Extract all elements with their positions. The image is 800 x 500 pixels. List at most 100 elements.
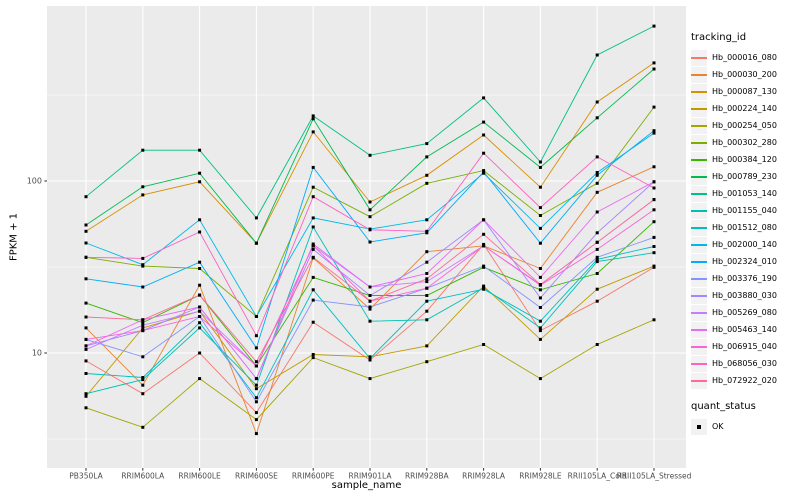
x-tick-label: RRIM600PE: [292, 472, 335, 481]
x-tick-label: RRIM901LA: [349, 472, 393, 481]
data-point: [198, 230, 202, 234]
data-point: [425, 250, 429, 254]
legend-key-line: [691, 168, 707, 185]
data-point: [652, 235, 656, 239]
data-point: [595, 272, 599, 275]
data-point: [595, 173, 599, 177]
legend-title-quant-status: quant_status: [691, 401, 756, 412]
y-axis-title: FPKM + 1: [8, 212, 20, 262]
data-point: [482, 170, 486, 174]
data-point: [198, 326, 202, 330]
data-point: [595, 155, 599, 159]
data-point: [482, 232, 486, 236]
data-point: [84, 301, 88, 305]
data-point: [141, 263, 145, 267]
data-point: [84, 359, 88, 363]
data-point: [254, 360, 258, 364]
data-point: [368, 305, 372, 309]
data-point: [311, 298, 315, 302]
data-point: [368, 153, 372, 157]
data-point: [538, 319, 542, 323]
data-point: [141, 355, 145, 359]
data-point: [84, 315, 88, 319]
data-point: [84, 372, 88, 375]
legend-item: Hb_000302_280: [691, 134, 799, 151]
data-point: [368, 215, 372, 219]
legend-item: Hb_000789_230: [691, 168, 799, 185]
data-point: [652, 251, 656, 255]
data-point: [141, 392, 145, 396]
data-point: [84, 337, 88, 341]
data-point: [311, 320, 315, 324]
x-tick-label: RRIM928BA: [405, 472, 450, 481]
legend-key-line: [691, 253, 707, 270]
data-point: [311, 247, 315, 251]
data-point: [198, 315, 202, 318]
legend-item: Hb_003376_190: [691, 270, 799, 287]
legend-item: Hb_001512_080: [691, 219, 799, 236]
legend-label: Hb_000302_280: [712, 138, 777, 147]
legend-label: Hb_000224_140: [712, 104, 777, 113]
data-point: [84, 326, 88, 330]
legend-label: Hb_000016_080: [712, 53, 777, 62]
x-tick-label: RRIM600LA: [121, 472, 165, 481]
data-point: [198, 148, 202, 152]
legend-label: Hb_005463_140: [712, 325, 777, 334]
data-point: [538, 275, 542, 279]
data-point: [482, 343, 486, 346]
data-point: [368, 319, 372, 323]
data-point: [538, 337, 542, 341]
data-point: [141, 425, 145, 429]
legend-item: Hb_068056_030: [691, 355, 799, 372]
data-point: [652, 24, 656, 28]
legend-quant-status: quant_status OK: [691, 401, 799, 435]
data-point: [311, 225, 315, 229]
data-point: [425, 299, 429, 303]
legend-title-tracking-id: tracking_id: [691, 32, 747, 43]
legend-key-line: [691, 151, 707, 168]
legend-label: Hb_068056_030: [712, 359, 777, 368]
data-point: [368, 200, 372, 204]
data-point: [538, 226, 542, 230]
data-point: [652, 245, 656, 248]
data-point: [311, 216, 315, 220]
data-point: [652, 67, 656, 71]
data-point: [538, 185, 542, 189]
data-point: [482, 96, 486, 100]
data-point: [254, 400, 258, 404]
legend-label: Hb_001053_140: [712, 189, 777, 198]
data-point: [368, 240, 372, 244]
legend-item: Hb_072922_020: [691, 372, 799, 389]
legend-item: Hb_005269_080: [691, 304, 799, 321]
data-point: [595, 171, 599, 174]
legend-label: Hb_002000_140: [712, 240, 777, 249]
data-point: [141, 323, 145, 327]
data-point: [425, 173, 429, 177]
data-point: [198, 218, 202, 222]
data-point: [84, 195, 88, 199]
legend-item: Hb_002324_010: [691, 253, 799, 270]
data-point: [311, 288, 315, 292]
legend-key-line: [691, 287, 707, 304]
data-point: [538, 206, 542, 210]
data-point: [482, 244, 486, 248]
legend-item: Hb_000016_080: [691, 49, 799, 66]
data-point: [425, 344, 429, 348]
data-point: [538, 329, 542, 333]
data-point: [254, 216, 258, 220]
data-point: [652, 131, 656, 135]
data-point: [595, 231, 599, 235]
data-point: [482, 287, 486, 291]
x-tick-label: PB350LA: [69, 472, 103, 481]
legend-label: Hb_000087_130: [712, 87, 777, 96]
legend-item: Hb_000384_120: [691, 151, 799, 168]
legend-item: Hb_003880_030: [691, 287, 799, 304]
data-point: [482, 264, 486, 268]
data-point: [538, 214, 542, 217]
data-point: [595, 257, 599, 261]
data-point: [595, 255, 599, 259]
data-point: [368, 307, 372, 311]
legend-key-line: [691, 355, 707, 372]
legend-shape-items: OK: [691, 418, 799, 435]
